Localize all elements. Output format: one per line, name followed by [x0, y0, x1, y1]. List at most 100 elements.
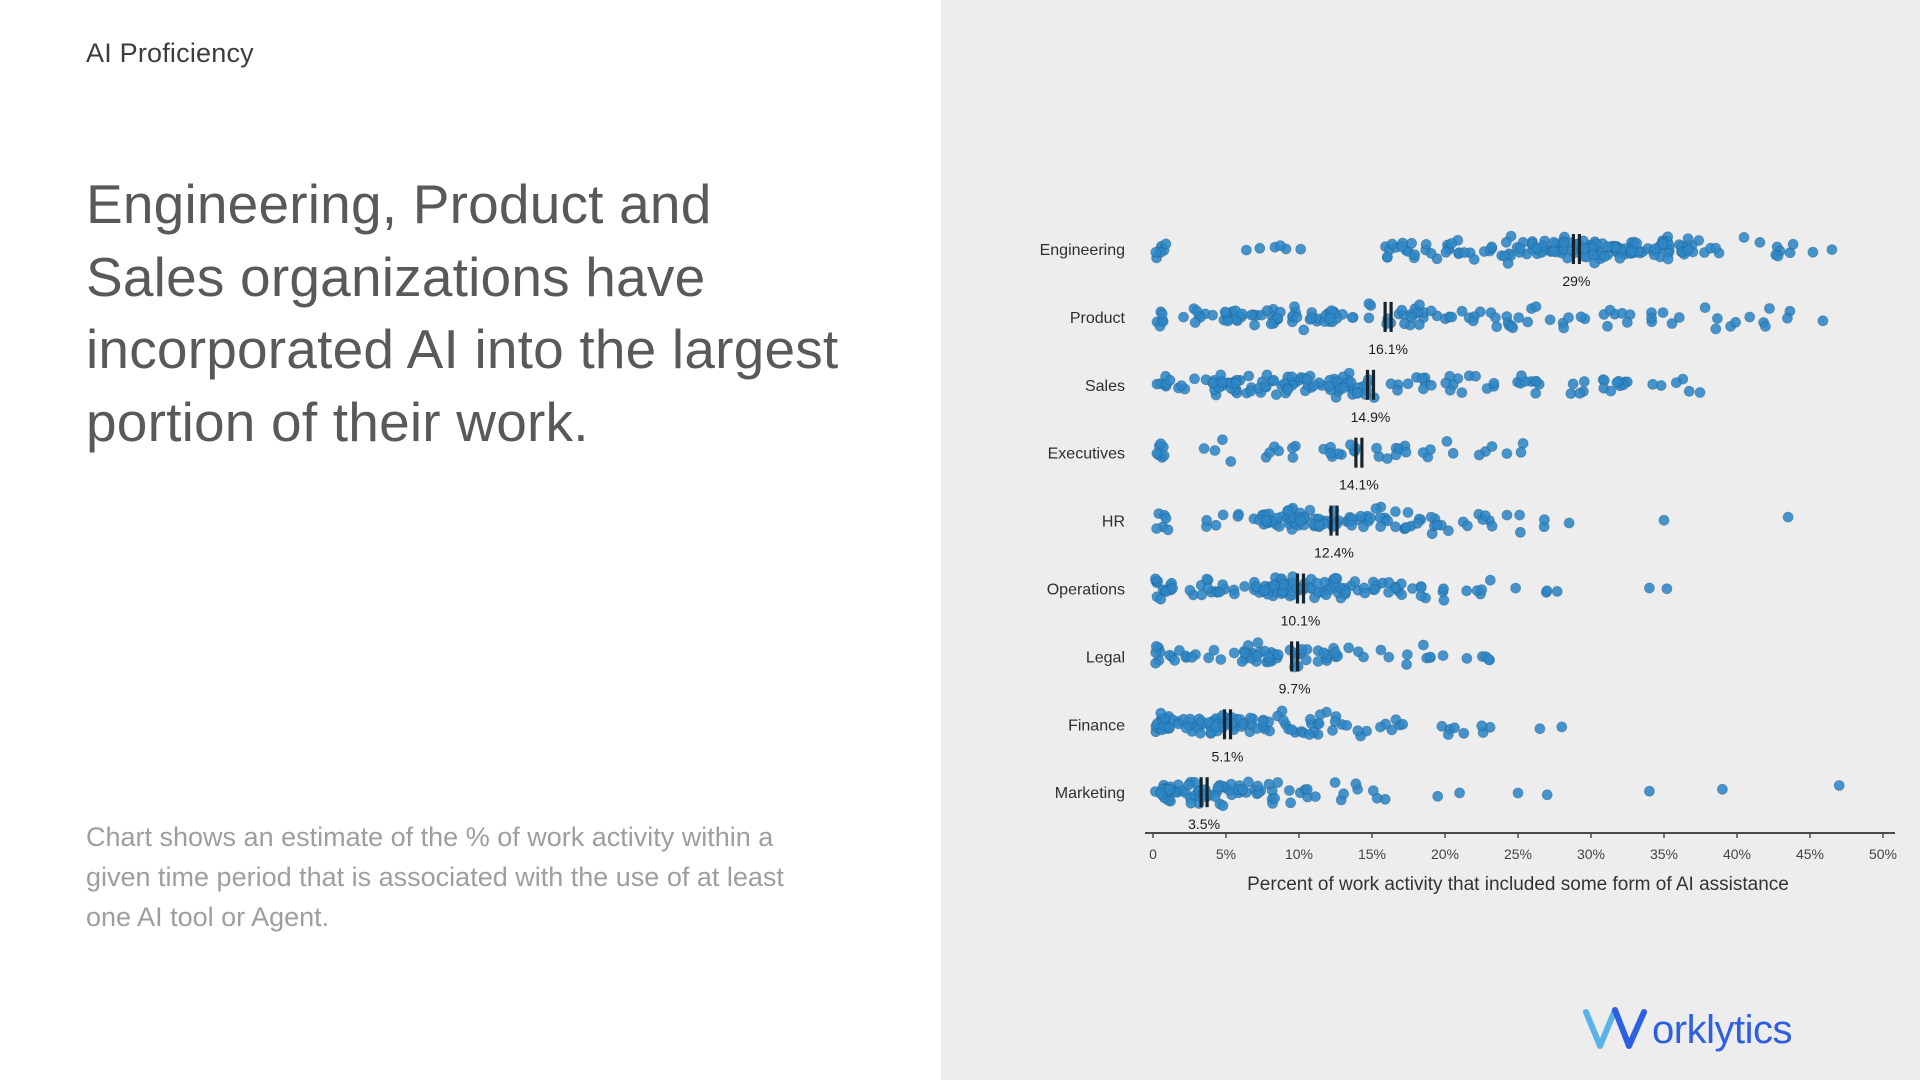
data-point [1209, 791, 1221, 803]
data-point [1349, 576, 1361, 587]
data-point [1673, 312, 1685, 323]
data-point [1313, 519, 1325, 531]
data-point [1682, 233, 1694, 245]
median-marker [1199, 777, 1203, 808]
category-label: Sales [1085, 378, 1125, 395]
median-marker [1296, 641, 1300, 672]
data-point [1150, 641, 1162, 652]
data-point [1178, 311, 1189, 323]
data-point [1189, 317, 1201, 328]
data-point [1160, 238, 1172, 250]
data-point [1327, 725, 1338, 736]
median-marker [1295, 573, 1300, 604]
median-marker [1365, 369, 1370, 400]
median-marker [1329, 505, 1333, 536]
median-marker [1571, 234, 1575, 264]
data-point [1717, 783, 1728, 795]
data-point [1507, 322, 1519, 334]
data-point [1541, 789, 1553, 801]
data-point [1287, 452, 1299, 463]
data-point [1397, 718, 1409, 730]
data-point [1365, 512, 1376, 524]
row-product: Product 16.1% [1070, 298, 1829, 357]
data-point [1833, 780, 1845, 791]
data-point [1340, 586, 1352, 598]
data-point [1304, 504, 1316, 516]
data-point [1338, 788, 1350, 800]
worklytics-w-icon-light-stroke [1583, 1007, 1618, 1049]
data-point [1670, 377, 1682, 389]
data-point [1467, 315, 1479, 327]
data-point [1370, 503, 1382, 515]
data-point [1207, 377, 1219, 389]
data-point [1578, 376, 1590, 387]
data-point [1760, 320, 1771, 332]
data-point [1383, 577, 1395, 588]
data-point [1264, 447, 1276, 458]
data-point [1699, 302, 1711, 314]
data-point [1363, 312, 1375, 324]
data-point [1402, 378, 1414, 390]
data-point [1156, 308, 1168, 320]
category-label: Executives [1048, 446, 1125, 463]
ai-usage-beeswarm-chart: Engineering 29% Product 16.1% Sales 14.9% Exec… [1040, 230, 1897, 862]
median-label: 14.1% [1339, 477, 1379, 493]
data-point [1189, 373, 1200, 385]
data-point [1604, 304, 1616, 316]
data-point [1386, 238, 1398, 250]
data-point [1375, 521, 1387, 532]
data-point [1390, 521, 1401, 533]
category-label: Engineering [1040, 242, 1125, 259]
data-point [1318, 647, 1330, 659]
page-title: Engineering, Product and Sales organizat… [86, 173, 839, 453]
row-engineering: Engineering 29% [1040, 230, 1838, 289]
data-point [1558, 322, 1570, 334]
data-point [1282, 505, 1294, 517]
data-point [1323, 380, 1335, 392]
data-point [1196, 589, 1208, 601]
data-point [1473, 449, 1485, 461]
data-point [1345, 439, 1356, 451]
data-point [1556, 721, 1568, 733]
data-point [1244, 712, 1256, 724]
data-point [1363, 298, 1375, 310]
data-point [1476, 584, 1488, 595]
data-point [1358, 651, 1369, 663]
data-point [1470, 370, 1481, 382]
data-point [1406, 237, 1418, 249]
axis-tick-label: 35% [1650, 846, 1678, 862]
row-executives: Executives 14.1% [1048, 434, 1529, 493]
data-point [1605, 385, 1617, 397]
axis-tick-label: 25% [1504, 846, 1532, 862]
data-point [1826, 244, 1838, 256]
category-label: Finance [1068, 717, 1125, 734]
data-point [1282, 383, 1294, 395]
data-point [1351, 387, 1363, 399]
data-point [1514, 242, 1526, 254]
median-marker [1383, 301, 1387, 332]
data-point [1515, 446, 1527, 458]
data-point [1306, 312, 1318, 324]
data-point [1531, 242, 1543, 254]
data-point [1261, 305, 1273, 317]
data-point [1311, 577, 1323, 589]
median-marker [1389, 301, 1393, 332]
data-point [1522, 316, 1534, 328]
data-point [1222, 315, 1234, 327]
data-point [1626, 245, 1637, 257]
row-finance: Finance 5.1% [1068, 705, 1568, 764]
data-point [1631, 237, 1643, 249]
data-point [1478, 246, 1490, 257]
median-marker [1228, 709, 1233, 740]
data-point [1530, 301, 1542, 313]
data-point [1458, 727, 1470, 739]
data-point [1402, 507, 1414, 518]
data-point [1501, 448, 1513, 460]
data-point [1424, 651, 1436, 663]
median-label: 16.1% [1368, 341, 1408, 357]
data-point [1383, 651, 1395, 663]
worklytics-logo-svg: orklytics [1583, 1007, 1792, 1052]
median-marker [1205, 777, 1209, 808]
data-point [1249, 319, 1261, 331]
worklytics-wordmark: orklytics [1652, 1008, 1792, 1052]
